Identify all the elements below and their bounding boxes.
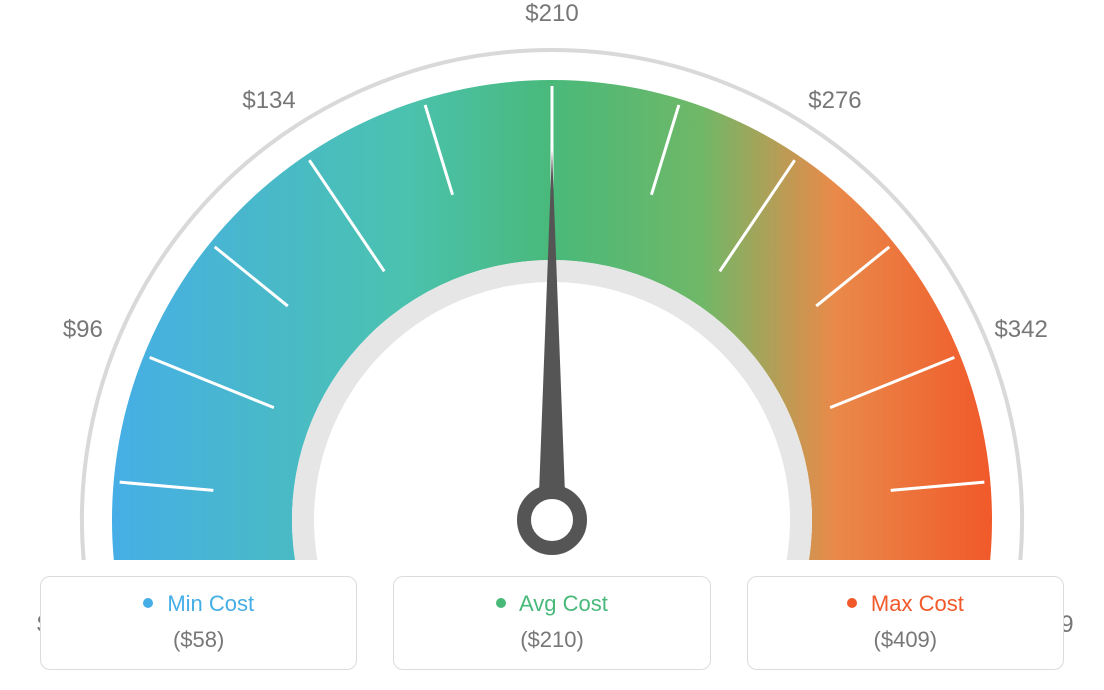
legend-value-avg: ($210)	[394, 627, 709, 653]
legend-card-min: Min Cost ($58)	[40, 576, 357, 670]
legend-dot-max	[847, 598, 857, 608]
legend-title-max: Max Cost	[748, 591, 1063, 617]
gauge-tick-label: $134	[242, 87, 295, 115]
legend-value-min: ($58)	[41, 627, 356, 653]
legend-label-min: Min Cost	[167, 591, 254, 616]
legend-title-min: Min Cost	[41, 591, 356, 617]
gauge-chart: $58$96$134$210$276$342$409	[0, 0, 1104, 560]
legend-row: Min Cost ($58) Avg Cost ($210) Max Cost …	[0, 576, 1104, 670]
legend-label-avg: Avg Cost	[519, 591, 608, 616]
legend-title-avg: Avg Cost	[394, 591, 709, 617]
legend-dot-avg	[496, 598, 506, 608]
legend-dot-min	[143, 598, 153, 608]
legend-card-max: Max Cost ($409)	[747, 576, 1064, 670]
gauge-tick-label: $96	[63, 316, 103, 344]
gauge-svg	[0, 0, 1104, 560]
gauge-tick-label: $210	[525, 0, 578, 28]
legend-card-avg: Avg Cost ($210)	[393, 576, 710, 670]
legend-value-max: ($409)	[748, 627, 1063, 653]
gauge-tick-label: $342	[994, 316, 1047, 344]
gauge-tick-label: $276	[808, 87, 861, 115]
legend-label-max: Max Cost	[871, 591, 964, 616]
